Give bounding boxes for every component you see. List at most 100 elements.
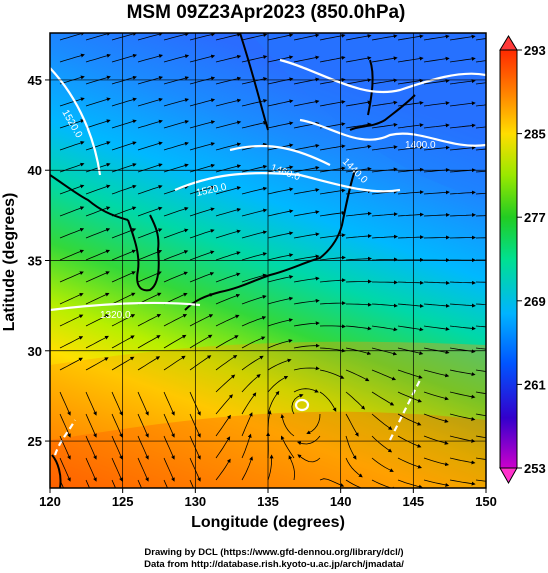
- streamline: [449, 34, 476, 41]
- streamline: [449, 56, 476, 63]
- streamline: [397, 457, 422, 469]
- colorbar-tick-label: 285: [524, 127, 546, 142]
- streamline: [85, 33, 111, 41]
- streamline: [345, 435, 357, 460]
- streamline: [59, 162, 85, 173]
- streamline: [319, 391, 337, 412]
- korea-coastline: [127, 214, 160, 292]
- streamline: [241, 55, 268, 63]
- colorbar-tick-label: 293: [524, 43, 546, 58]
- streamline: [137, 249, 163, 261]
- streamline: [111, 33, 138, 41]
- streamline: [397, 303, 424, 308]
- streamline: [215, 229, 241, 239]
- streamline: [59, 336, 84, 349]
- streamline: [371, 325, 398, 332]
- streamline: [475, 281, 486, 283]
- streamline: [475, 82, 486, 85]
- streamline: [423, 457, 450, 467]
- streamline: [345, 211, 372, 217]
- streamline: [371, 457, 394, 472]
- streamline: [137, 76, 164, 85]
- streamline: [137, 435, 149, 460]
- y-axis: 25 30 35 40 45: [28, 73, 50, 449]
- streamline: [449, 413, 476, 421]
- streamline: [111, 457, 123, 482]
- streamline: [449, 213, 476, 217]
- streamline: [215, 207, 242, 217]
- streamline: [397, 369, 423, 379]
- streamline: [267, 390, 280, 415]
- colorbar-tick-label: 277: [524, 210, 546, 225]
- streamline: [59, 435, 71, 460]
- streamline: [215, 355, 238, 371]
- streamline: [85, 206, 111, 217]
- x-tick-label: 135: [257, 494, 279, 509]
- streamline: [111, 435, 123, 460]
- streamline: [449, 435, 476, 443]
- coastlines: [50, 33, 416, 488]
- hokkaido-coastline: [349, 94, 416, 131]
- streamline: [59, 292, 84, 305]
- streamline: [475, 347, 486, 350]
- streamline: [111, 75, 137, 85]
- streamline: [345, 122, 372, 129]
- streamline: [423, 303, 450, 308]
- streamline: [423, 212, 450, 217]
- streamline: [189, 479, 194, 488]
- streamline: [267, 231, 294, 239]
- streamline: [319, 144, 346, 151]
- streamline: [215, 293, 241, 305]
- streamline: [319, 278, 346, 283]
- streamline: [449, 101, 476, 107]
- streamline: [293, 232, 320, 239]
- streamline: [189, 334, 213, 349]
- streamline: [267, 165, 294, 173]
- streamline: [111, 53, 138, 63]
- contour-line: [50, 301, 201, 312]
- streamline: [371, 234, 398, 239]
- streamline: [59, 119, 85, 129]
- streamline: [189, 229, 215, 239]
- streamline: [449, 280, 476, 285]
- y-axis-label: Latitude (degrees): [1, 193, 18, 332]
- streamline: [85, 457, 97, 482]
- streamline: [371, 145, 398, 151]
- streamline: [59, 206, 85, 217]
- streamline: [449, 457, 476, 465]
- streamline: [111, 97, 137, 107]
- streamline: [345, 479, 370, 488]
- streamline: [137, 206, 163, 217]
- streamline: [85, 357, 109, 371]
- streamline: [319, 100, 346, 107]
- streamline: [85, 97, 111, 107]
- streamline: [241, 456, 253, 481]
- streamline: [319, 347, 346, 353]
- streamline: [371, 257, 398, 262]
- contour-line: [53, 419, 76, 456]
- streamline: [189, 413, 201, 438]
- contour-line: [279, 58, 486, 94]
- streamline: [215, 54, 242, 63]
- streamline: [215, 142, 242, 151]
- streamline: [319, 55, 346, 63]
- colorbar-tick-label: 261: [524, 377, 546, 392]
- streamline: [371, 303, 398, 308]
- streamline: [137, 457, 149, 482]
- streamline: [449, 303, 476, 308]
- streamline: [319, 324, 346, 329]
- streamline: [291, 393, 304, 415]
- streamline: [475, 148, 486, 151]
- streamline: [85, 162, 111, 173]
- streamline: [215, 76, 242, 85]
- streamline: [449, 190, 476, 195]
- y-tick-label: 30: [28, 344, 42, 359]
- streamline: [189, 272, 215, 283]
- wind-streamlines: [59, 33, 486, 488]
- streamline: [423, 413, 449, 423]
- streamline: [423, 145, 450, 151]
- streamline: [475, 215, 486, 217]
- streamline: [241, 374, 261, 393]
- streamline: [475, 479, 486, 482]
- streamline: [288, 455, 295, 481]
